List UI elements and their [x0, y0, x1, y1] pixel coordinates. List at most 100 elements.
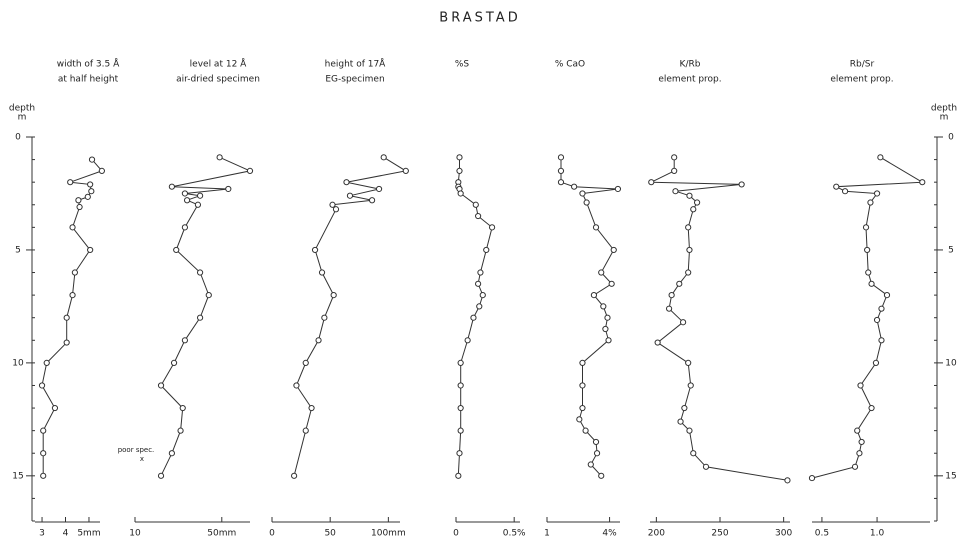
- data-point: [582, 427, 589, 434]
- x-tick-label: 0.5%: [503, 529, 526, 539]
- data-point: [483, 246, 490, 254]
- data-point: [457, 359, 464, 366]
- data-point: [883, 292, 891, 299]
- data-point: [98, 167, 105, 174]
- data-point: [181, 337, 189, 344]
- x-tick-label: 5mm: [77, 529, 100, 539]
- data-point: [679, 319, 687, 326]
- data-point: [157, 472, 165, 479]
- data-point: [470, 314, 477, 321]
- panel-header: element prop.: [830, 75, 893, 85]
- data-point: [571, 183, 578, 190]
- data-point: [668, 292, 675, 299]
- data-point: [69, 224, 76, 231]
- data-point: [686, 246, 693, 254]
- data-point: [177, 427, 184, 434]
- data-point: [181, 224, 189, 231]
- data-point: [67, 179, 74, 186]
- panel-header: EG-specimen: [325, 75, 384, 85]
- data-point: [919, 179, 926, 186]
- data-point: [605, 337, 612, 344]
- x-tick-label: 250: [711, 529, 728, 539]
- data-point: [600, 303, 607, 310]
- data-point: [868, 280, 875, 287]
- data-point: [681, 404, 688, 412]
- data-point: [614, 185, 622, 193]
- data-point: [872, 359, 880, 366]
- depth-unit: m: [18, 113, 27, 123]
- data-point: [833, 183, 840, 190]
- data-point: [318, 269, 326, 276]
- data-point: [84, 193, 91, 200]
- data-point: [476, 303, 483, 310]
- data-point: [593, 450, 601, 457]
- data-point: [856, 450, 863, 457]
- data-point: [654, 339, 661, 346]
- data-point: [63, 314, 70, 321]
- depth-tick-label: 15: [945, 471, 956, 481]
- x-tick-label: 50mm: [207, 529, 236, 539]
- data-point: [587, 461, 594, 468]
- panel-header: element prop.: [658, 75, 721, 85]
- data-point: [196, 269, 204, 276]
- x-tick-label: 3: [39, 529, 45, 539]
- annotation: poor spec.: [118, 446, 155, 454]
- data-point: [291, 472, 298, 479]
- data-point: [457, 404, 464, 412]
- panel-header: %S: [455, 60, 470, 70]
- profile-line: [811, 156, 924, 479]
- data-point: [216, 154, 223, 161]
- data-point: [576, 416, 583, 423]
- depth-tick-label: 15: [12, 471, 23, 481]
- data-point: [598, 472, 605, 479]
- depth-label: depth: [931, 104, 957, 114]
- data-point: [475, 212, 482, 220]
- depth-tick-label: 10: [12, 358, 24, 368]
- data-point: [71, 269, 78, 276]
- data-point: [868, 404, 875, 412]
- data-point: [196, 192, 204, 199]
- data-point: [877, 154, 884, 161]
- data-point: [686, 192, 693, 199]
- data-point: [665, 305, 673, 312]
- data-point: [738, 181, 745, 188]
- data-point: [194, 201, 202, 208]
- data-point: [579, 359, 586, 366]
- x-tick-label: 100mm: [371, 529, 406, 539]
- x-tick-label: 1: [544, 529, 550, 539]
- x-tick-label: 1.0: [870, 529, 885, 539]
- data-point: [677, 418, 684, 425]
- data-point: [181, 190, 189, 197]
- data-point: [40, 472, 47, 479]
- data-point: [225, 185, 232, 193]
- data-point: [402, 167, 409, 174]
- data-point: [51, 404, 59, 412]
- data-point: [557, 167, 565, 174]
- data-point: [864, 246, 871, 254]
- x-tick-label: 50: [324, 529, 336, 539]
- panel-header: at half height: [58, 75, 119, 85]
- data-point: [685, 359, 692, 366]
- data-point: [346, 192, 354, 199]
- data-point: [472, 201, 479, 208]
- data-point: [598, 269, 605, 276]
- data-point: [308, 404, 315, 412]
- data-point: [690, 206, 697, 213]
- data-point: [851, 463, 859, 470]
- data-point: [170, 359, 178, 366]
- data-point: [168, 183, 175, 190]
- data-point: [302, 359, 309, 366]
- data-point: [69, 292, 76, 299]
- data-point: [76, 203, 83, 211]
- data-point: [183, 197, 191, 204]
- data-point: [583, 199, 590, 206]
- data-point: [205, 292, 212, 299]
- data-point: [608, 280, 615, 287]
- data-point: [456, 167, 463, 174]
- x-tick-label: 200: [648, 529, 665, 539]
- chart-title: BRASTAD: [439, 11, 520, 26]
- data-point: [579, 382, 586, 389]
- data-point: [456, 450, 463, 457]
- x-tick-label: 0.5: [815, 529, 829, 539]
